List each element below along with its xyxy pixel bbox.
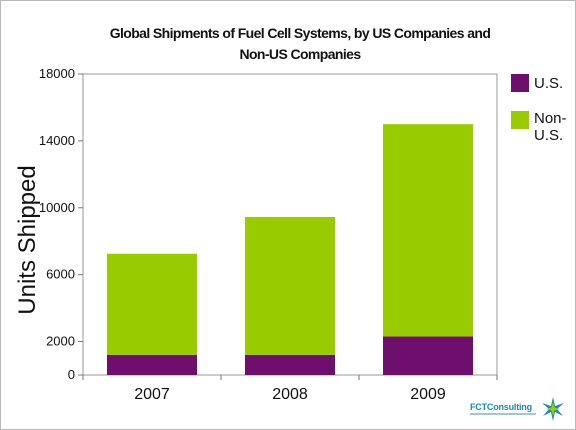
bar-us bbox=[107, 354, 197, 375]
y-tick-label: 18000 bbox=[39, 66, 75, 81]
bar-nonus bbox=[383, 124, 473, 337]
legend-label-nonus-line1: Non- bbox=[534, 110, 567, 127]
x-tick-label: 2008 bbox=[272, 386, 308, 403]
logo-text: FCTConsulting bbox=[470, 402, 532, 412]
star-burst-icon bbox=[542, 397, 564, 421]
legend-label-nonus-line2: U.S. bbox=[534, 127, 563, 144]
company-logo: FCTConsulting bbox=[470, 394, 566, 424]
bar-us bbox=[383, 336, 473, 375]
x-tick-label: 2009 bbox=[410, 386, 446, 403]
legend-swatch-nonus bbox=[511, 111, 529, 129]
legend-swatch-us bbox=[511, 74, 529, 92]
legend-label-us: U.S. bbox=[534, 75, 563, 92]
y-tick-label: 2000 bbox=[46, 334, 75, 349]
y-tick-label: 14000 bbox=[39, 133, 75, 148]
logo-underline bbox=[470, 413, 536, 415]
x-tick-label: 2007 bbox=[134, 386, 170, 403]
y-tick-label: 10000 bbox=[39, 200, 75, 215]
bar-us bbox=[245, 354, 335, 375]
chart-title-line1: Global Shipments of Fuel Cell Systems, b… bbox=[109, 25, 491, 41]
bar-nonus bbox=[107, 253, 197, 355]
y-axis-label: Units Shipped bbox=[14, 165, 41, 314]
y-tick-label: 6000 bbox=[46, 267, 75, 282]
chart-title-line2: Non-US Companies bbox=[239, 46, 361, 62]
bar-nonus bbox=[245, 216, 335, 355]
y-tick-label: 0 bbox=[68, 367, 75, 382]
